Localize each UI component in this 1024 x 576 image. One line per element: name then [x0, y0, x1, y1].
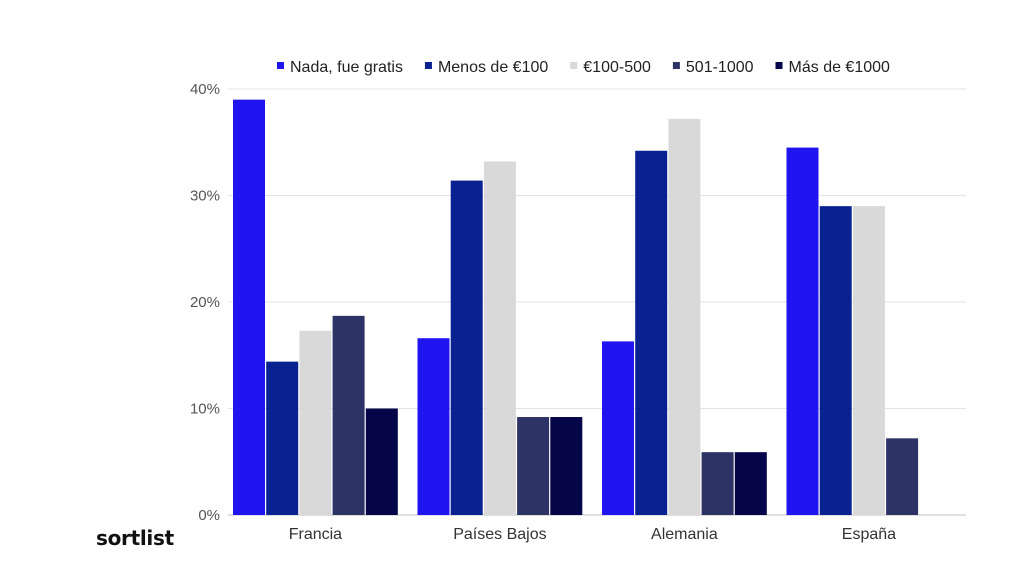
bar [602, 341, 634, 515]
y-tick-label: 40% [190, 81, 220, 98]
bar [517, 417, 550, 515]
bar [734, 452, 767, 515]
legend-swatch [570, 62, 578, 69]
legend-swatch [424, 62, 432, 69]
bars [233, 99, 919, 516]
bar [365, 408, 398, 515]
bar [550, 417, 583, 515]
bar [701, 452, 734, 515]
y-tick-label: 20% [190, 294, 220, 311]
y-tick-label: 10% [190, 401, 220, 418]
x-tick-label: Francia [289, 526, 342, 543]
bar [299, 330, 332, 515]
x-tick-label: España [842, 526, 896, 543]
bar [886, 438, 919, 515]
x-tick-label: Países Bajos [453, 526, 546, 543]
bar [450, 180, 483, 515]
bar [668, 118, 701, 515]
bar [233, 99, 265, 516]
bar [266, 361, 299, 515]
legend-label: Nada, fue gratis [290, 59, 403, 76]
bar [786, 147, 819, 515]
y-tick-label: 0% [198, 507, 220, 524]
x-axis: Francia Países Bajos Alemania España [289, 526, 896, 543]
x-tick-label: Alemania [651, 526, 718, 543]
legend-swatch [277, 62, 284, 69]
bar [852, 206, 885, 515]
bar [483, 161, 516, 516]
legend-swatch [672, 62, 680, 69]
legend: Nada, fue gratis Menos de €100 €100-500 501… [277, 59, 890, 76]
legend-label: €100-500 [583, 59, 651, 76]
bar [417, 338, 450, 515]
bar [819, 206, 852, 515]
legend-label: 501-1000 [686, 59, 754, 76]
legend-label: Menos de €100 [438, 59, 548, 76]
y-axis: 0% 10% 20% 30% 40% [190, 81, 220, 524]
y-tick-label: 30% [190, 188, 220, 205]
bar [332, 315, 365, 515]
legend-label: Más de €1000 [789, 59, 891, 76]
legend-swatch [775, 62, 783, 69]
bar [635, 150, 668, 515]
sortlist-logo: sortlist [96, 526, 174, 550]
